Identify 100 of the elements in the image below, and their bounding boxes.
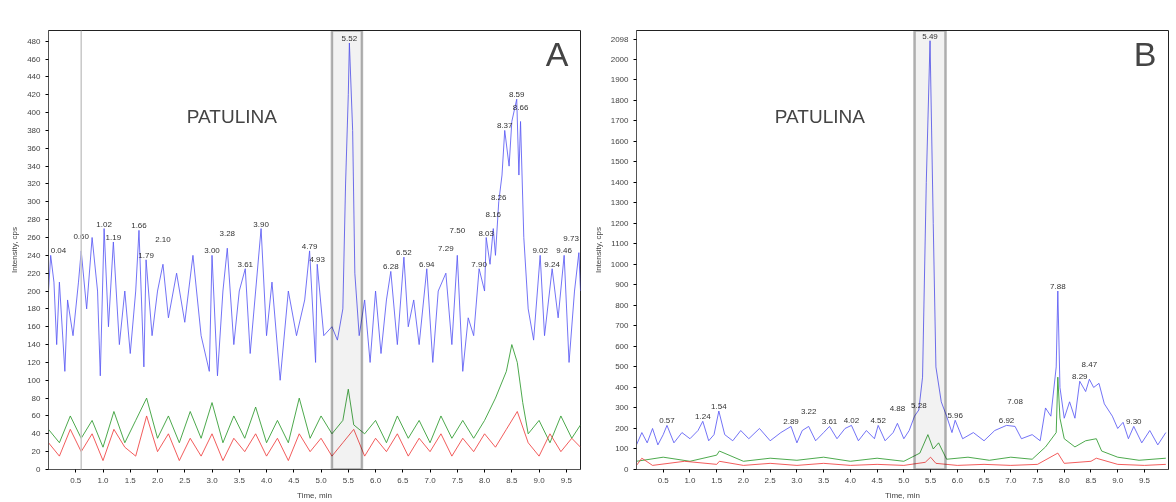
y-axis-title: Intensity, cps: [10, 226, 20, 274]
annotation: 9.24: [544, 259, 561, 269]
annotation: 8.29: [1071, 372, 1089, 382]
y-tick-label: 400: [615, 382, 630, 392]
x-tick-label: 1.0: [684, 475, 697, 485]
x-tick-label: 6.5: [397, 475, 409, 485]
y-tick-label: 2000: [610, 54, 630, 64]
x-tick-label: 6.0: [951, 475, 964, 485]
y-tick-label: 480: [27, 36, 42, 46]
y-tick-label: 1200: [610, 218, 630, 228]
annotation: 5.52: [341, 33, 358, 43]
x-tick-label: 2.5: [179, 475, 191, 485]
annotation: 8.47: [1081, 360, 1098, 370]
annotation: 1.19: [105, 232, 122, 242]
x-tick-label: 7.0: [424, 475, 437, 485]
y-tick-label: 160: [27, 322, 42, 332]
annotation: 5.49: [922, 31, 939, 41]
annotation: 5.28: [911, 401, 928, 411]
y-tick-label: 100: [615, 444, 630, 454]
x-tick-label: 8.0: [1058, 475, 1071, 485]
x-tick-label: 8.0: [479, 475, 491, 485]
y-tick-label: 1100: [611, 239, 630, 249]
annotation: 6.28: [383, 262, 400, 272]
y-tick-label: 300: [615, 403, 630, 413]
y-tick-label: 380: [27, 125, 42, 135]
x-tick-label: 4.0: [844, 475, 857, 485]
annotation: 8.59: [508, 90, 526, 100]
x-tick-label: 8.5: [506, 475, 518, 485]
annotation: 3.90: [253, 219, 270, 229]
annotation: 0.60: [73, 231, 90, 241]
y-tick-label: 260: [27, 233, 42, 243]
y-tick-label: 460: [27, 54, 42, 64]
annotation: PATULINA: [774, 106, 866, 128]
x-tick-label: 3.5: [233, 475, 246, 485]
y-tick-label: 1700: [610, 116, 630, 126]
y-tick-label: 360: [27, 143, 42, 153]
annotation: B: [1133, 34, 1157, 73]
annotation: 1.66: [131, 221, 148, 231]
annotation: 5.96: [947, 411, 964, 421]
annotation: 8.26: [490, 192, 508, 202]
y-tick-label: 340: [27, 161, 42, 171]
x-tick-label: 4.5: [288, 475, 300, 485]
x-tick-label: 9.5: [1138, 475, 1151, 485]
annotation: 1.54: [711, 402, 728, 412]
annotation: 7.29: [438, 244, 455, 254]
annotation: 0.04: [50, 246, 67, 256]
annotation: 3.22: [800, 407, 817, 417]
x-tick-label: 7.5: [451, 475, 464, 485]
annotation: 1.24: [695, 412, 712, 422]
annotation: 6.52: [396, 248, 413, 258]
line-series: [48, 411, 581, 462]
annotation: 4.93: [309, 255, 326, 265]
x-tick-label: 3.0: [791, 475, 804, 485]
y-tick-label: 600: [615, 341, 630, 351]
x-axis-title: Time, min: [885, 490, 920, 500]
y-tick-label: 2098: [610, 34, 630, 44]
x-tick-label: 3.0: [206, 475, 219, 485]
annotation: 6.92: [998, 416, 1015, 426]
y-tick-label: 1500: [610, 157, 630, 167]
annotation: 9.46: [556, 246, 573, 256]
line-series: [636, 376, 1167, 462]
y-tick-label: 100: [27, 375, 42, 385]
x-tick-label: 2.0: [737, 475, 750, 485]
annotation: 2.10: [155, 235, 172, 245]
annotation: 7.88: [1050, 282, 1067, 292]
y-tick-label: 320: [27, 179, 42, 189]
annotation: 9.73: [563, 233, 580, 243]
x-tick-label: 2.0: [151, 475, 164, 485]
annotation: 3.28: [219, 229, 236, 239]
annotation: 7.08: [1007, 397, 1024, 407]
x-tick-label: 8.5: [1085, 475, 1098, 485]
y-tick-label: 220: [27, 268, 42, 278]
x-tick-label: 5.0: [898, 475, 910, 485]
x-tick-label: 0.5: [70, 475, 82, 485]
x-tick-label: 6.0: [369, 475, 382, 485]
annotation: 8.66: [512, 102, 529, 112]
x-tick-label: 7.0: [1005, 475, 1017, 485]
annotation: A: [545, 34, 569, 73]
y-axis-title: Intensity, cps: [593, 226, 603, 274]
annotation: 3.61: [237, 259, 254, 269]
annotation: 9.30: [1125, 417, 1143, 427]
y-tick-label: 900: [615, 280, 630, 290]
x-tick-label: 6.5: [978, 475, 991, 485]
annotation: 4.79: [301, 241, 318, 251]
annotation: 9.02: [532, 246, 549, 256]
y-tick-label: 20: [31, 447, 42, 457]
y-tick-label: 500: [615, 362, 630, 372]
x-tick-label: 9.0: [533, 475, 546, 485]
annotation: 2.89: [783, 417, 800, 427]
y-tick-label: 60: [31, 411, 42, 421]
y-tick-label: 420: [27, 90, 42, 100]
x-tick-label: 3.5: [818, 475, 830, 485]
y-tick-label: 200: [27, 286, 42, 296]
annotation: 7.90: [471, 259, 488, 269]
x-tick-label: 5.0: [315, 475, 328, 485]
y-tick-label: 140: [27, 340, 42, 350]
y-tick-label: 1800: [610, 95, 630, 105]
x-tick-label: 2.5: [764, 475, 777, 485]
x-tick-label: 1.5: [711, 475, 723, 485]
y-tick-label: 400: [27, 108, 42, 118]
